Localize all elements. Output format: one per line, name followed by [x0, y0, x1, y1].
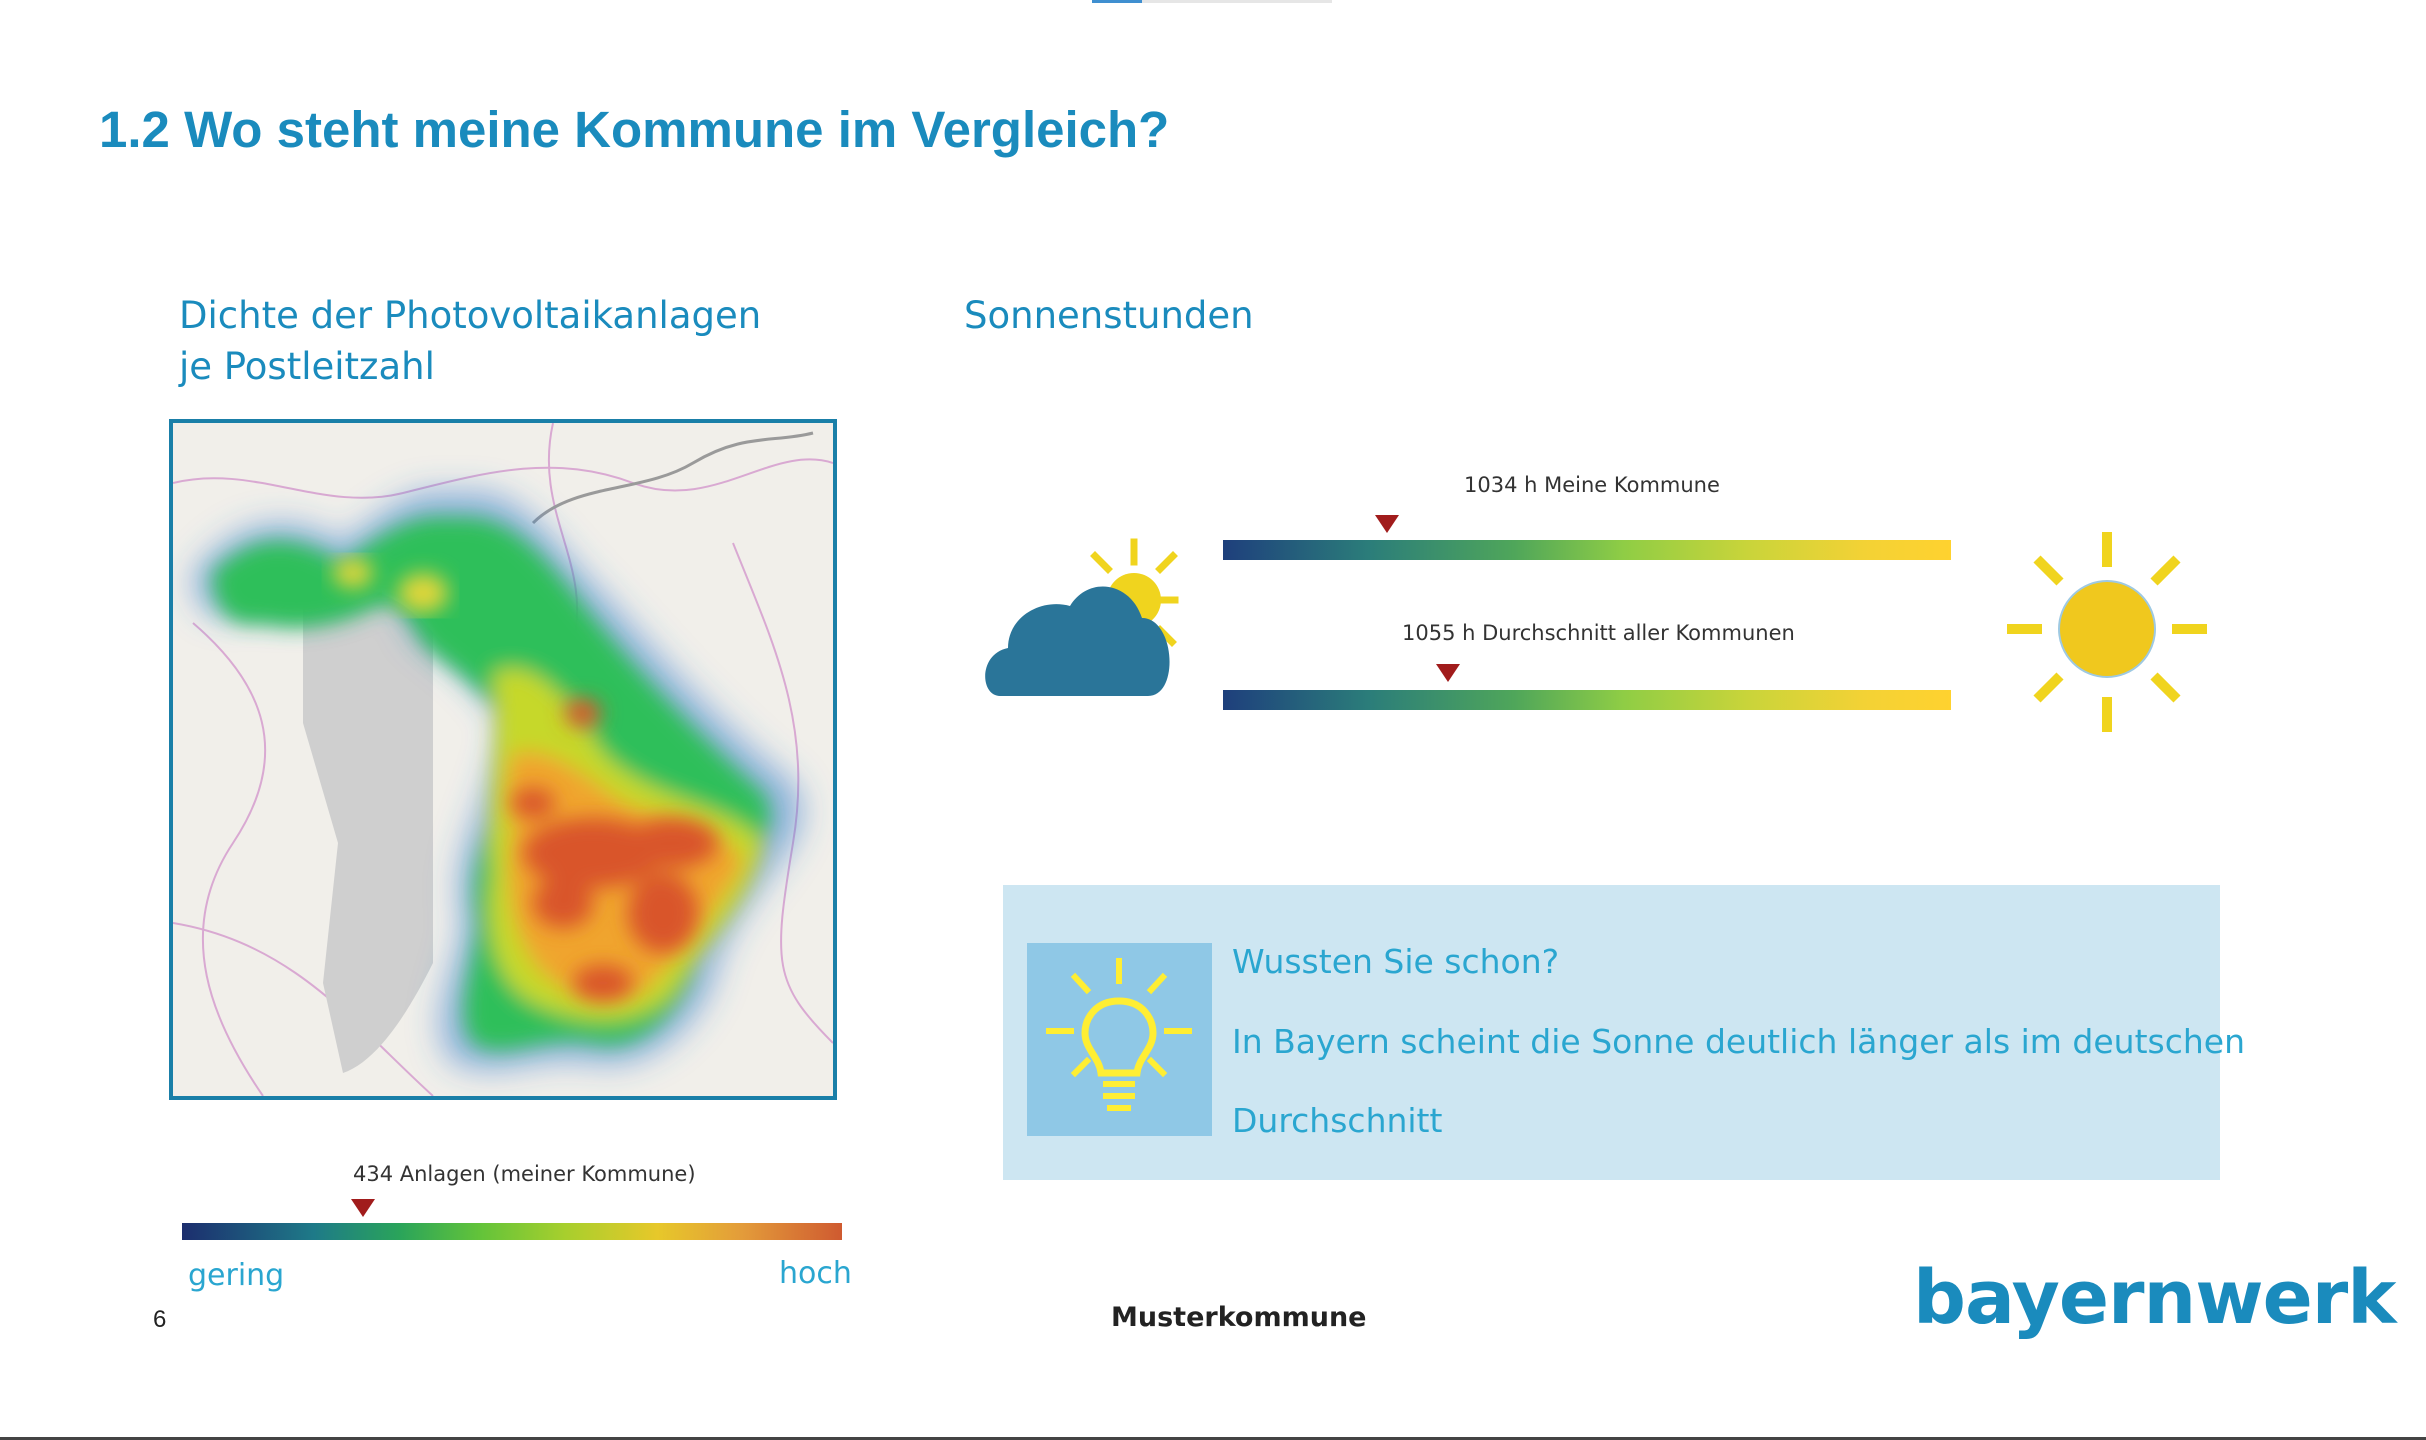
cloud-sun-icon [980, 536, 1195, 706]
bayernwerk-logo: bayernwerk [1913, 1255, 2396, 1341]
mine-sunshine-bar [1223, 540, 1951, 560]
mine-sunshine-marker [1375, 515, 1399, 533]
heatmap-svg [173, 423, 833, 1096]
bottom-rule [0, 1437, 2426, 1440]
top-tab-accent [1092, 0, 1142, 3]
pv-color-scale [182, 1223, 842, 1240]
info-body-line-1: In Bayern scheint die Sonne deutlich län… [1232, 1022, 2246, 1061]
sunshine-title: Sonnenstunden [964, 294, 1254, 337]
avg-sunshine-marker [1436, 664, 1460, 682]
pv-marker-label: 434 Anlagen (meiner Kommune) [353, 1162, 696, 1186]
pv-scale-low-label: gering [188, 1258, 285, 1293]
page-number: 6 [153, 1306, 167, 1333]
info-body-line-2: Durchschnitt [1232, 1101, 1443, 1140]
footer-municipality: Musterkommune [1111, 1302, 1367, 1333]
mine-sunshine-label: 1034 h Meine Kommune [1464, 473, 1720, 497]
pv-scale-high-label: hoch [779, 1256, 852, 1291]
avg-sunshine-bar [1223, 690, 1951, 710]
lightbulb-icon [1027, 943, 1212, 1136]
page-title: 1.2 Wo steht meine Kommune im Vergleich? [99, 101, 1170, 158]
pv-density-title: Dichte der Photovoltaikanlagen je Postle… [179, 294, 762, 388]
sun-icon [2002, 527, 2212, 737]
pv-marker [351, 1199, 375, 1217]
pv-density-map [169, 419, 837, 1100]
info-heading: Wussten Sie schon? [1232, 942, 1560, 981]
avg-sunshine-label: 1055 h Durchschnitt aller Kommunen [1402, 621, 1795, 645]
top-tab-strip [1092, 0, 1332, 3]
